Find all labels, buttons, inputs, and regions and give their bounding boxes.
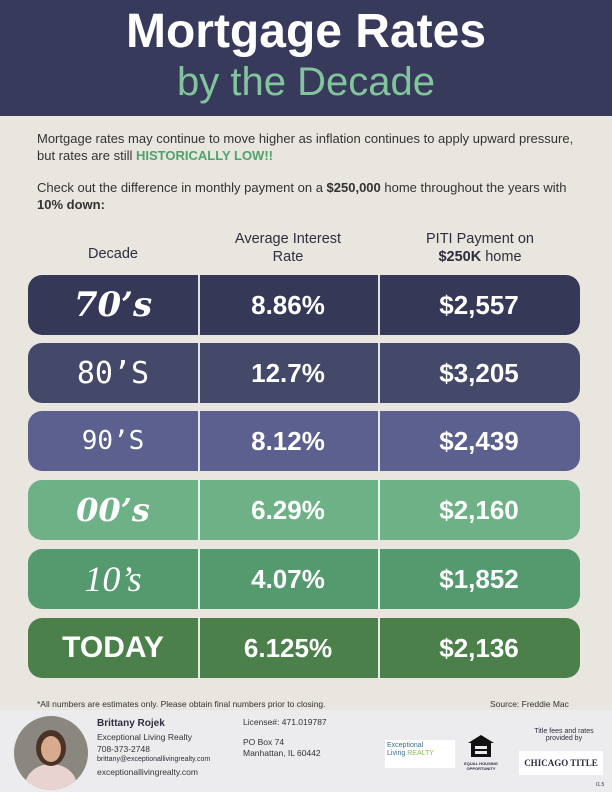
table-cell: 8.86% [251, 289, 325, 320]
highlight: $250,000 [326, 180, 381, 195]
table-cell: $2,160 [439, 494, 519, 525]
table-cell: $2,439 [439, 425, 519, 456]
title-note: Title fees and rates provided by [534, 728, 594, 742]
source: Source: Freddie Mac [490, 699, 569, 709]
table-cell: $2,136 [439, 632, 519, 663]
agent-name: Brittany Rojek [97, 718, 165, 729]
text: Check out the difference in monthly paym… [37, 180, 327, 195]
table-cell: 8.12% [251, 425, 325, 456]
subtitle: by the Decade [177, 60, 435, 104]
text: REALTY [407, 750, 434, 757]
text: $250K [438, 249, 482, 265]
text: Exceptional [387, 742, 424, 749]
column-separator [378, 480, 380, 540]
address-line: PO Box 74 [243, 737, 285, 747]
table-cell: 10’s [84, 559, 142, 599]
column-separator [378, 618, 380, 678]
column-separator [198, 411, 200, 471]
intro-p2: Check out the difference in monthly paym… [37, 179, 582, 213]
agent-photo [14, 716, 88, 790]
column-separator [198, 275, 200, 335]
title: Mortgage Rates [125, 5, 487, 58]
table-row: TODAY 6.125% $2,136 [28, 618, 580, 678]
column-header: Average Interest Rate [234, 231, 342, 265]
table-cell: 6.29% [251, 494, 325, 525]
header-band [0, 0, 612, 116]
table-cell: 6.125% [243, 632, 333, 663]
footer-band [0, 710, 612, 792]
table-cell: $3,205 [439, 357, 519, 388]
text: Mortgage rates may continue to move high… [37, 131, 574, 163]
table-cell: TODAY [62, 631, 164, 664]
table-cell: 70’s [73, 285, 153, 325]
table-row: 90’S 8.12% $2,439 [28, 411, 580, 471]
column-separator [378, 411, 380, 471]
title-company-logo: CHICAGO TITLE [519, 751, 603, 775]
table-cell: $1,852 [439, 563, 519, 594]
table-cell: 00’s [76, 491, 150, 529]
table-row: 00’s 6.29% $2,160 [28, 480, 580, 540]
column-separator [378, 549, 380, 609]
table-row: 80’S 12.7% $3,205 [28, 343, 580, 403]
column-separator [378, 343, 380, 403]
code: I1.5 [596, 782, 605, 788]
table-cell: 90’S [81, 426, 145, 456]
column-separator [198, 343, 200, 403]
table-cell: 12.7% [251, 357, 325, 388]
agent-phone: 708-373-2748 [97, 744, 150, 754]
column-separator [378, 275, 380, 335]
column-header: Decade [88, 246, 138, 262]
text: home [481, 249, 522, 265]
column-separator [198, 618, 200, 678]
address-line: Manhattan, IL 60442 [243, 748, 321, 758]
highlight: 10% down: [37, 197, 105, 212]
equal-housing-icon [468, 735, 494, 757]
equal-housing-text: EQUAL HOUSING OPPORTUNITY [464, 761, 498, 771]
highlight: HISTORICALLY LOW!! [136, 148, 273, 163]
text: Living [387, 750, 406, 757]
table-row: 70’s 8.86% $2,557 [28, 275, 580, 335]
realty-logo: Exceptional Living REALTY [385, 740, 455, 768]
column-separator [198, 480, 200, 540]
column-header: PITI Payment on $250K home [380, 230, 580, 266]
license: License#: 471.019787 [243, 717, 327, 727]
table-cell: 80’S [76, 355, 150, 391]
table-cell: 4.07% [251, 563, 325, 594]
agent-email: brittany@exceptionallivingrealty.com [97, 756, 211, 763]
agent-company: Exceptional Living Realty [97, 732, 192, 742]
intro-p1: Mortgage rates may continue to move high… [37, 130, 582, 164]
table-cell: $2,557 [439, 289, 519, 320]
column-separator [198, 549, 200, 609]
text: home throughout the years with [380, 180, 567, 195]
text: PITI Payment on [426, 231, 534, 247]
footnote: *All numbers are estimates only. Please … [37, 699, 326, 709]
agent-website: exceptionallivingrealty.com [97, 767, 198, 777]
table-row: 10’s 4.07% $1,852 [28, 549, 580, 609]
